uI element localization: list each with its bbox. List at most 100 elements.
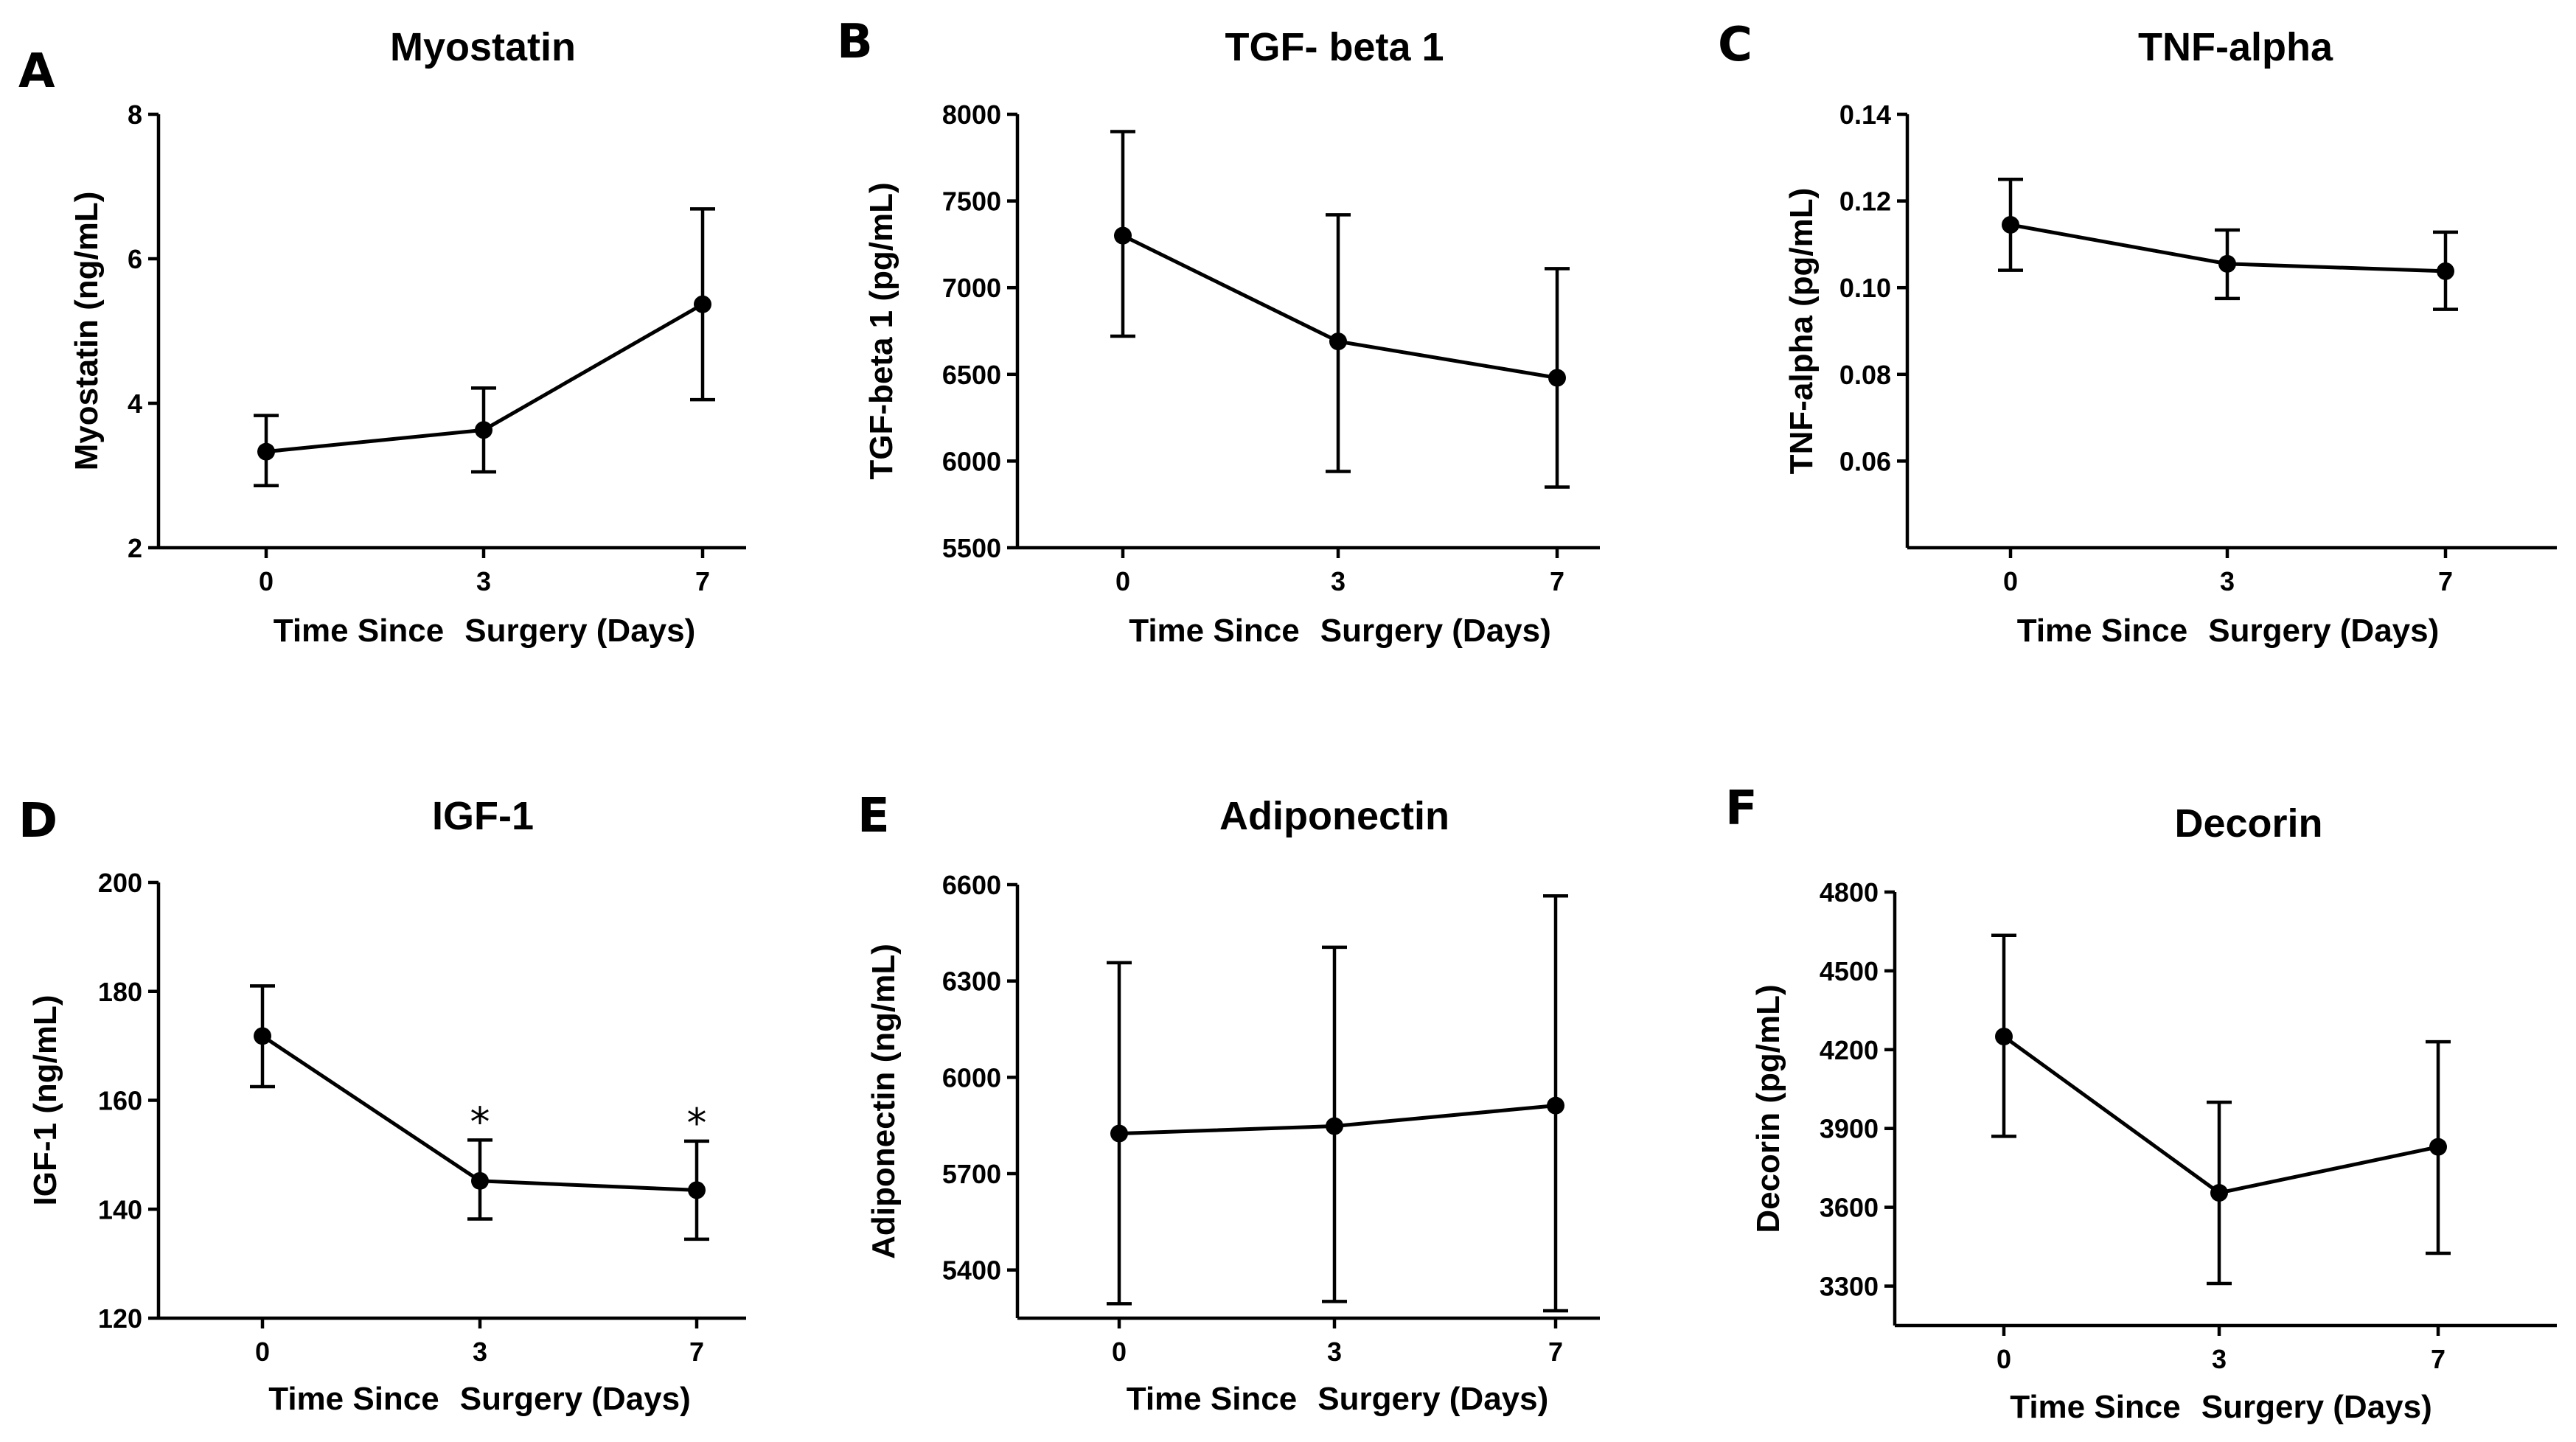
y-tick-label: 6300 (942, 966, 1001, 997)
y-tick-label: 0.12 (1839, 187, 1891, 217)
data-point (694, 295, 711, 313)
panel-F: F Decorin Decorin (pg/mL) 3300 3600 3900 4200 4… (1725, 781, 2557, 1425)
y-axis-label: Decorin (pg/mL) (1750, 984, 1786, 1233)
panel-letter: F (1725, 781, 1758, 836)
y-tick-label: 8 (128, 100, 142, 130)
x-tick-label: 3 (476, 566, 491, 596)
data-point (1548, 369, 1566, 387)
y-tick-label: 3900 (1820, 1114, 1879, 1144)
significance-marker: * (470, 1098, 490, 1145)
significance-marker: * (687, 1100, 707, 1146)
data-point (1547, 1096, 1564, 1115)
panel-letter: D (18, 794, 58, 849)
y-tick-label: 160 (98, 1086, 142, 1116)
x-tick-label: 0 (1115, 566, 1130, 596)
y-tick-label: 200 (98, 868, 142, 898)
y-tick-label: 0.06 (1839, 446, 1891, 476)
panel-B: B TGF- beta 1 TGF-beta 1 (pg/mL) 5500 6000 65… (837, 15, 1600, 649)
y-tick-label: 140 (98, 1194, 142, 1225)
data-point (1995, 1028, 2013, 1045)
y-tick-label: 4200 (1820, 1035, 1879, 1065)
y-tick-label: 7500 (942, 187, 1001, 217)
chart-title: Adiponectin (1219, 794, 1449, 838)
y-tick-label: 4500 (1820, 956, 1879, 986)
data-point (1329, 332, 1347, 351)
data-point (2437, 262, 2454, 280)
chart-title: TGF- beta 1 (1225, 25, 1444, 69)
y-axis-label: Adiponectin (ng/mL) (866, 944, 902, 1259)
y-axis-label: Myostatin (ng/mL) (69, 192, 105, 471)
data-point (2002, 215, 2019, 234)
y-tick-label: 5700 (942, 1159, 1001, 1189)
y-tick-label: 120 (98, 1303, 142, 1334)
x-axis-label: Time Since Surgery (Days) (274, 613, 696, 649)
panel-D: D IGF-1 IGF-1 (ng/mL) 120 140 160 180 200 0 3 7 Tim… (18, 794, 746, 1417)
x-tick-label: 7 (2438, 566, 2453, 596)
data-point (2429, 1138, 2447, 1156)
y-tick-label: 3600 (1820, 1193, 1879, 1223)
x-tick-label: 0 (1112, 1337, 1127, 1367)
x-axis-label: Time Since Surgery (Days) (1127, 1381, 1549, 1417)
x-tick-label: 7 (689, 1337, 704, 1367)
y-axis-label: IGF-1 (ng/mL) (27, 995, 63, 1206)
series-line (2002, 1034, 2439, 1195)
x-axis-label: Time Since Surgery (Days) (268, 1381, 691, 1417)
y-tick-label: 2 (128, 533, 142, 563)
x-tick-label: 0 (259, 566, 274, 596)
panel-letter: E (857, 789, 890, 843)
x-tick-label: 0 (1997, 1344, 2011, 1374)
data-point (1326, 1117, 1343, 1135)
x-tick-label: 3 (473, 1337, 487, 1367)
panel-A: A Myostatin Myostatin (ng/mL) 2 4 6 8 0 3 7 Time S… (18, 25, 746, 649)
x-tick-label: 0 (255, 1337, 270, 1367)
chart-title: TNF-alpha (2138, 25, 2333, 69)
y-tick-label: 7000 (942, 273, 1001, 303)
y-tick-label: 6000 (942, 1062, 1001, 1093)
y-tick-label: 180 (98, 977, 142, 1007)
y-tick-label: 3300 (1820, 1272, 1879, 1302)
x-tick-label: 3 (1331, 566, 1346, 596)
x-tick-label: 7 (695, 566, 710, 596)
series-line (1121, 234, 1558, 380)
y-axis-label: TNF-alpha (pg/mL) (1783, 188, 1820, 475)
panel-letter: B (837, 15, 873, 69)
y-tick-label: 4800 (1820, 877, 1879, 908)
y-axis-label: TGF-beta 1 (pg/mL) (863, 182, 899, 479)
x-tick-label: 3 (2212, 1344, 2227, 1374)
x-axis-label: Time Since Surgery (Days) (2010, 1389, 2432, 1425)
y-tick-label: 8000 (942, 100, 1001, 130)
chart-title: IGF-1 (432, 794, 534, 838)
y-tick-label: 6600 (942, 870, 1001, 900)
x-tick-label: 3 (2220, 566, 2235, 596)
data-point (688, 1181, 706, 1199)
data-point (471, 1171, 489, 1190)
data-point (475, 421, 492, 439)
data-point (1110, 1124, 1128, 1143)
y-tick-label: 0.08 (1839, 360, 1891, 390)
y-tick-label: 5400 (942, 1255, 1001, 1286)
y-tick-label: 5500 (942, 533, 1001, 563)
y-tick-label: 0.10 (1839, 273, 1891, 303)
x-tick-label: 7 (1548, 1337, 1563, 1367)
y-tick-label: 0.14 (1839, 100, 1891, 130)
x-tick-label: 7 (1550, 566, 1564, 596)
panel-C: C TNF-alpha TNF-alpha (pg/mL) 0.06 0.08 0.10 0… (1718, 18, 2557, 649)
panel-letter: C (1718, 18, 1752, 72)
data-point (2210, 1184, 2228, 1202)
chart-title: Decorin (2174, 801, 2322, 846)
y-tick-label: 4 (128, 389, 142, 419)
x-axis-label: Time Since Surgery (Days) (2017, 613, 2440, 649)
data-point (257, 442, 275, 461)
chart-title: Myostatin (390, 25, 576, 69)
data-point (1114, 226, 1132, 245)
x-axis-label: Time Since Surgery (Days) (1129, 613, 1551, 649)
x-tick-label: 7 (2431, 1344, 2446, 1374)
y-tick-label: 6000 (942, 446, 1001, 476)
data-point (254, 1027, 271, 1045)
panel-E: E Adiponectin Adiponectin (ng/mL) 5400 5700 6… (857, 789, 1600, 1417)
x-tick-label: 0 (2003, 566, 2018, 596)
panel-letter: A (18, 44, 55, 99)
y-tick-label: 6 (128, 244, 142, 274)
data-point (2218, 254, 2236, 273)
